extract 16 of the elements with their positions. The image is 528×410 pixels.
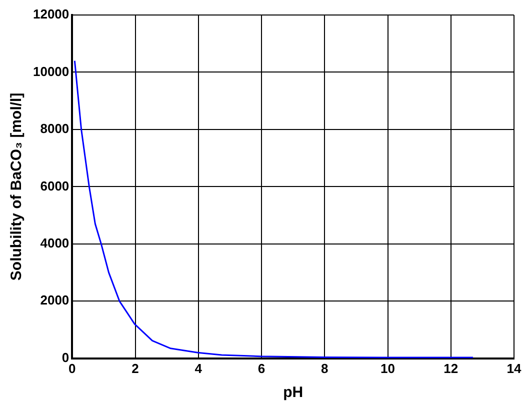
y-tick-label: 0 — [62, 350, 70, 365]
x-tick-label: 8 — [321, 360, 328, 376]
y-tick-label: 2000 — [40, 292, 70, 308]
y-tick-label: 10000 — [32, 64, 70, 79]
y-tick-label: 8000 — [40, 121, 70, 136]
x-tick-label: 4 — [194, 360, 203, 376]
y-tick-label: 6000 — [40, 178, 70, 194]
y-tick-label: 12000 — [32, 6, 70, 22]
x-tick-label: 12 — [444, 360, 458, 376]
y-tick-label: 4000 — [40, 236, 70, 251]
x-axis-title: pH — [283, 384, 304, 402]
x-tick-label: 2 — [132, 360, 139, 376]
x-tick-label: 14 — [506, 360, 522, 376]
x-tick-label: 10 — [380, 360, 395, 376]
y-axis-title: Solubility of BaCO₃ [mol/l] — [8, 92, 26, 281]
x-tick-label: 6 — [258, 360, 266, 376]
